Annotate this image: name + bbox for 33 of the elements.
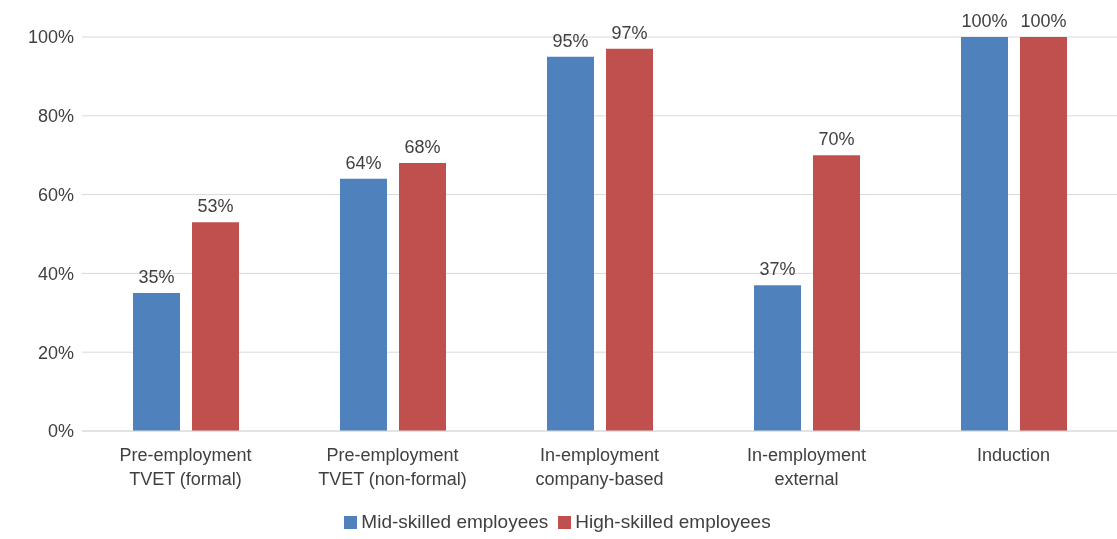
bar	[133, 293, 180, 431]
bar	[340, 178, 387, 431]
data-label: 68%	[404, 137, 441, 158]
y-tick-label: 0%	[47, 421, 74, 442]
bar	[961, 37, 1008, 431]
x-tick-label: Pre-employment TVET (formal)	[119, 445, 252, 489]
bar	[754, 285, 801, 431]
x-tick-label: Pre-employment TVET (non-formal)	[318, 445, 467, 489]
bar	[547, 56, 594, 431]
data-label: 100%	[961, 11, 1008, 31]
bar	[1020, 37, 1067, 431]
data-label: 70%	[818, 129, 855, 150]
y-tick-label: 80%	[37, 106, 74, 127]
data-label: 37%	[759, 259, 796, 280]
data-label: 100%	[1020, 11, 1067, 31]
data-label: 35%	[138, 267, 175, 288]
bar	[813, 155, 860, 431]
data-label: 97%	[611, 22, 648, 43]
bar	[399, 163, 446, 431]
data-label: 53%	[197, 196, 234, 217]
legend-label: High-skilled employees	[575, 511, 771, 532]
x-tick-label: In-employment external	[746, 445, 867, 489]
bar	[606, 48, 653, 431]
x-tick-label: In-employment company-based	[535, 445, 664, 489]
bar	[192, 222, 239, 431]
y-tick-label: 40%	[37, 263, 74, 284]
y-tick-label: 60%	[37, 184, 74, 205]
x-tick-label: Induction	[976, 445, 1051, 465]
data-label: 64%	[345, 152, 382, 173]
y-tick-label: 100%	[27, 27, 74, 48]
legend-label: Mid-skilled employees	[361, 511, 549, 532]
data-label: 95%	[552, 30, 589, 51]
y-tick-label: 20%	[37, 342, 74, 363]
